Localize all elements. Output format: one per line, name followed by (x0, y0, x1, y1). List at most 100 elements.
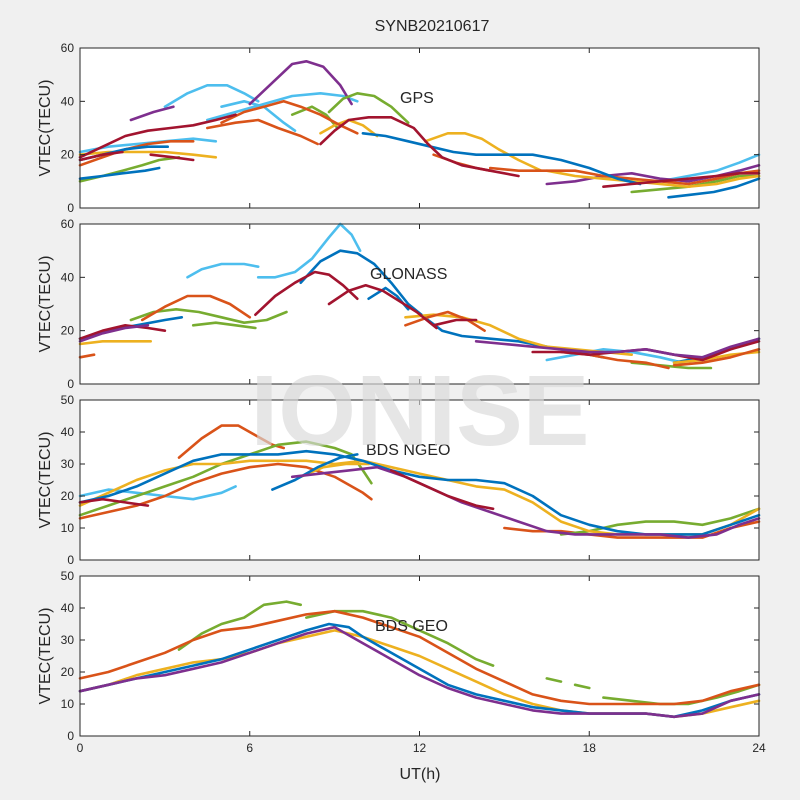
y-tick-label: 20 (61, 489, 75, 503)
x-tick-label: 12 (413, 741, 427, 755)
series-line (630, 174, 761, 194)
series-line (163, 84, 260, 108)
y-tick-label: 0 (67, 201, 74, 215)
series-line (271, 453, 359, 491)
series-line (432, 318, 478, 327)
series-line (177, 600, 302, 651)
series-line (78, 324, 167, 340)
y-tick-label: 10 (61, 697, 75, 711)
series-line (78, 462, 373, 520)
panel-bds-geo: 0 10 20 30 40 50 0 6 12 18 24 VTEC(TECU) BDS GEO (37, 569, 766, 755)
series-line (290, 465, 761, 539)
x-axis-label: UT(h) (400, 766, 441, 783)
y-tick-label: 0 (67, 377, 74, 391)
series-group (78, 222, 761, 370)
series-line (206, 118, 319, 146)
constellation-label: GLONASS (370, 266, 447, 283)
series-line (545, 348, 684, 364)
x-tick-label: 18 (583, 741, 597, 755)
y-tick-label: 30 (61, 633, 75, 647)
y-tick-label: 20 (61, 324, 75, 338)
y-tick-label: 20 (61, 665, 75, 679)
series-line (327, 284, 438, 330)
y-tick-label: 60 (61, 217, 75, 231)
series-line (256, 222, 362, 279)
y-tick-label: 40 (61, 94, 75, 108)
series-line (78, 140, 195, 167)
series-line (474, 337, 761, 359)
constellation-label: BDS GEO (375, 618, 448, 635)
panel-bds-ngeo: 0 10 20 30 40 50 VTEC(TECU) BDS NGEO (37, 393, 761, 567)
y-tick-label: 50 (61, 393, 75, 407)
series-line (545, 169, 761, 188)
series-group (78, 600, 761, 719)
series-line (254, 270, 359, 316)
series-line (186, 262, 260, 279)
y-tick-label: 60 (61, 41, 75, 55)
y-tick-label: 40 (61, 425, 75, 439)
series-group (78, 424, 761, 539)
series-group (78, 60, 761, 199)
series-line (545, 164, 761, 186)
series-line (78, 166, 161, 180)
series-line (177, 424, 285, 459)
y-tick-label: 40 (61, 270, 75, 284)
series-line (672, 348, 761, 367)
x-tick-label: 24 (752, 741, 766, 755)
series-line (327, 92, 410, 124)
y-tick-label: 10 (61, 521, 75, 535)
x-tick-label: 0 (77, 741, 84, 755)
axes-background (80, 224, 759, 384)
y-axis-label: VTEC(TECU) (37, 608, 54, 705)
series-line (658, 153, 761, 183)
series-line (488, 166, 761, 186)
series-line (78, 150, 218, 159)
y-axis-label: VTEC(TECU) (37, 80, 54, 177)
y-tick-label: 20 (61, 148, 75, 162)
series-line (129, 105, 175, 122)
x-tick-label: 6 (246, 741, 253, 755)
series-line (248, 60, 353, 106)
series-line (319, 116, 520, 178)
series-line (78, 625, 761, 719)
axes-background (80, 48, 759, 208)
constellation-label: BDS NGEO (366, 442, 450, 459)
series-line (78, 324, 150, 343)
series-line (602, 172, 761, 188)
series-line (191, 321, 257, 330)
series-line (206, 92, 359, 122)
y-axis-label: VTEC(TECU) (37, 432, 54, 529)
series-line (78, 150, 124, 162)
panel-gps: 0 20 40 60 VTEC(TECU) GPS (37, 41, 761, 215)
y-axis-label: VTEC(TECU) (37, 256, 54, 353)
series-line (404, 310, 486, 332)
series-line (140, 294, 252, 322)
series-line (78, 353, 96, 359)
series-line (602, 683, 761, 706)
y-tick-label: 0 (67, 553, 74, 567)
series-line (573, 683, 591, 690)
series-line (545, 677, 563, 683)
y-tick-label: 0 (67, 729, 74, 743)
series-line (78, 609, 761, 706)
series-line (78, 340, 152, 346)
y-tick-label: 50 (61, 569, 75, 583)
y-tick-label: 40 (61, 601, 75, 615)
constellation-label: GPS (400, 90, 434, 107)
series-line (149, 153, 195, 162)
series-line (361, 132, 642, 186)
series-line (423, 132, 543, 172)
figure-title: SYNB20210617 (375, 18, 490, 35)
watermark: IONISE (251, 355, 590, 467)
panel-glonass: 0 20 40 60 VTEC(TECU) GLONASS (37, 217, 761, 391)
series-line (78, 497, 150, 507)
series-line (78, 113, 237, 159)
series-line (667, 177, 761, 199)
series-line (299, 462, 370, 479)
y-tick-label: 30 (61, 457, 75, 471)
series-line (220, 100, 359, 135)
series-line (559, 507, 761, 536)
series-line (389, 469, 495, 511)
